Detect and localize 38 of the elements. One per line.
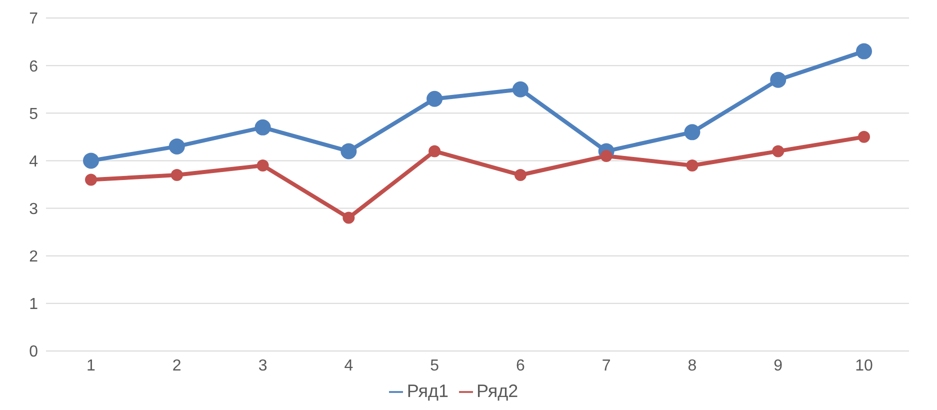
point <box>83 152 99 169</box>
point <box>686 159 698 172</box>
y-tick-label: 2 <box>29 248 38 266</box>
y-tick-label: 6 <box>29 58 38 76</box>
x-tick-label: 5 <box>430 357 440 374</box>
point <box>85 174 97 186</box>
x-tick-label: 2 <box>172 357 182 374</box>
point <box>772 145 784 158</box>
point <box>858 130 870 143</box>
point <box>342 212 355 224</box>
x-tick-label: 3 <box>258 357 268 374</box>
x-tick-label: 8 <box>688 357 697 374</box>
point <box>770 72 786 88</box>
y-tick-label: 3 <box>29 200 38 218</box>
x-tick-label: 6 <box>516 357 525 374</box>
point <box>684 124 700 140</box>
x-tick-label: 7 <box>602 357 611 374</box>
point <box>254 119 271 136</box>
legend-label: Ряд1 <box>406 381 448 401</box>
y-tick-label: 7 <box>29 10 38 28</box>
legend-label: Ряд2 <box>476 381 518 401</box>
x-tick-label: 1 <box>86 357 96 374</box>
y-tick-label: 4 <box>29 153 38 170</box>
point <box>428 145 441 158</box>
point <box>514 168 526 181</box>
y-tick-label: 5 <box>29 106 38 123</box>
point <box>426 90 443 107</box>
point <box>256 159 269 172</box>
point <box>170 168 183 181</box>
x-tick-label: 9 <box>774 357 783 374</box>
point <box>168 138 185 154</box>
point <box>856 43 872 60</box>
x-tick-label: 10 <box>855 357 873 374</box>
x-tick-label: 4 <box>344 357 354 374</box>
point <box>512 81 528 98</box>
point <box>340 143 357 160</box>
y-tick-label: 0 <box>29 344 38 361</box>
y-tick-label: 1 <box>29 296 38 314</box>
